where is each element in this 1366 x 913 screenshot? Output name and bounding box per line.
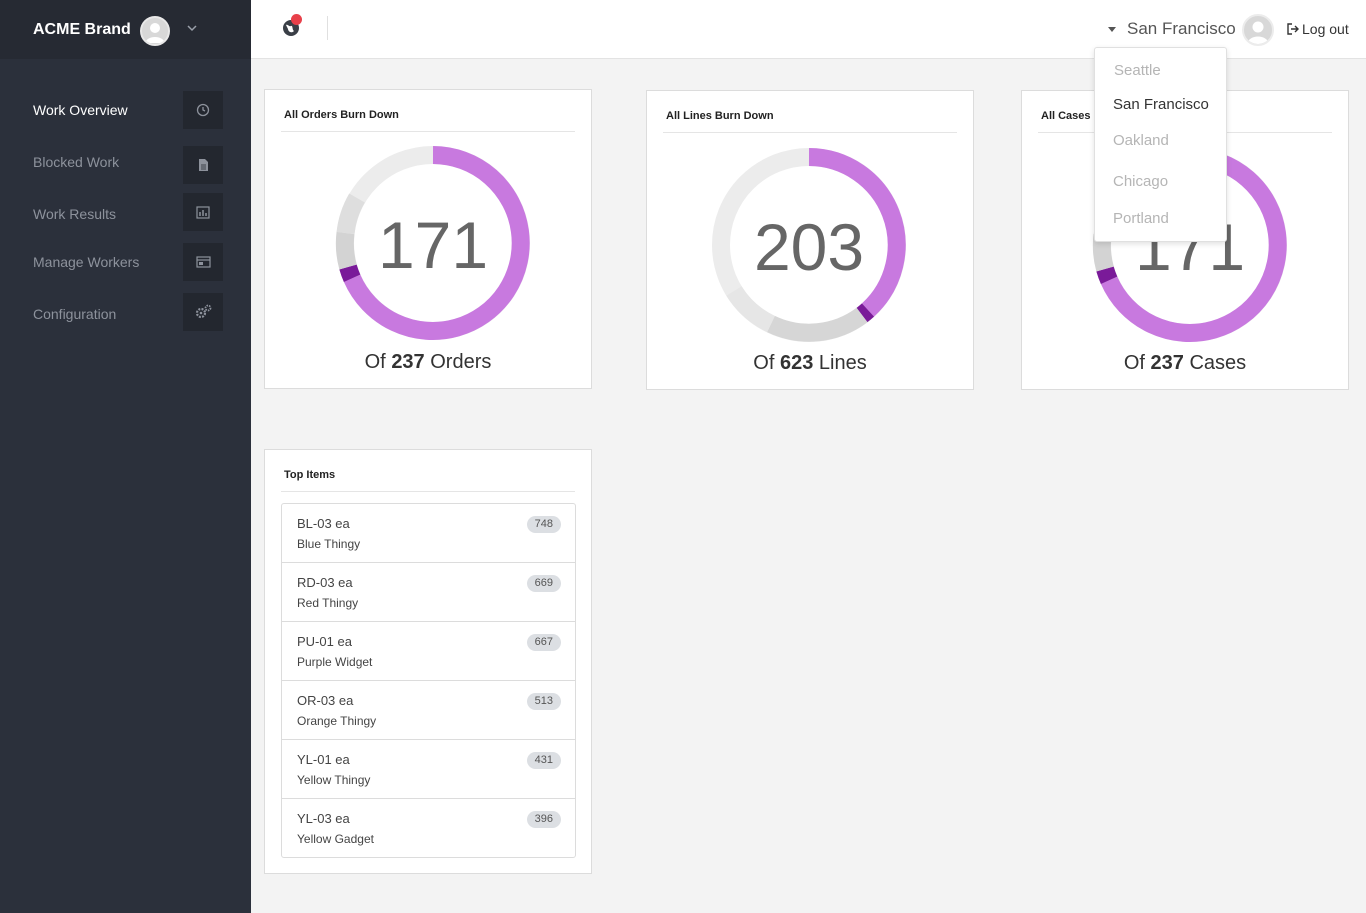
- item-name: Blue Thingy: [297, 537, 361, 551]
- item-sku: YL-03 ea: [297, 811, 350, 826]
- brand-avatar[interactable]: [140, 16, 170, 46]
- id-card-icon: [183, 243, 223, 281]
- item-name: Purple Widget: [297, 655, 373, 669]
- list-item[interactable]: BL-03 ea Blue Thingy 748: [282, 504, 575, 563]
- card-title: Top Items: [284, 469, 336, 481]
- gears-icon: [183, 293, 223, 331]
- cases-total: 237: [1150, 352, 1184, 374]
- sidebar-item-label: Work Overview: [33, 102, 128, 118]
- orders-donut-chart: [335, 146, 530, 340]
- orders-remaining: 171: [377, 208, 489, 282]
- item-name: Yellow Gadget: [297, 832, 374, 846]
- bar-chart-icon: [183, 193, 223, 231]
- item-name: Orange Thingy: [297, 714, 377, 728]
- brand-bar: ACME Brand: [0, 0, 251, 59]
- count-badge: 667: [526, 634, 561, 651]
- sidebar: ACME Brand Work Overview Blocked Work Wo…: [0, 0, 251, 913]
- location-option-chicago[interactable]: Chicago: [1113, 173, 1169, 190]
- item-name: Yellow Thingy: [297, 773, 371, 787]
- caption-unit: Lines: [818, 352, 867, 374]
- sidebar-item-label: Configuration: [33, 306, 117, 322]
- sidebar-item-manage-workers[interactable]: Manage Workers: [0, 242, 251, 282]
- item-sku: YL-01 ea: [297, 752, 350, 767]
- document-icon: [183, 146, 223, 184]
- logout-icon: [1287, 23, 1299, 35]
- caption-unit: Orders: [430, 351, 492, 373]
- orders-caption: Of 237 Orders: [265, 351, 591, 374]
- location-option-san-francisco[interactable]: San Francisco: [1113, 96, 1209, 113]
- caret-down-icon[interactable]: [1108, 27, 1116, 32]
- caption-prefix: Of: [1123, 352, 1145, 374]
- top-items-card: Top Items BL-03 ea Blue Thingy 748 RD-03…: [264, 449, 592, 874]
- orders-burndown-card: All Orders Burn Down 171 Of 237 Orders: [264, 89, 592, 389]
- divider: [663, 132, 957, 133]
- list-item[interactable]: YL-01 ea Yellow Thingy 431: [282, 740, 575, 799]
- orders-total: 237: [391, 351, 425, 373]
- card-title: All Lines Burn Down: [666, 110, 774, 122]
- sidebar-item-work-results[interactable]: Work Results: [0, 193, 251, 233]
- lines-donut-chart: [712, 148, 906, 342]
- caption-unit: Cases: [1189, 352, 1247, 374]
- card-title: All Orders Burn Down: [284, 109, 399, 121]
- count-badge: 669: [526, 575, 561, 592]
- chevron-down-icon[interactable]: [186, 22, 198, 34]
- location-selector[interactable]: San Francisco: [1127, 19, 1236, 38]
- list-item[interactable]: RD-03 ea Red Thingy 669: [282, 563, 575, 622]
- sidebar-item-blocked-work[interactable]: Blocked Work: [0, 142, 251, 184]
- count-badge: 396: [526, 811, 561, 828]
- divider: [327, 16, 328, 40]
- logout-button[interactable]: Log out: [1287, 21, 1349, 37]
- brand-name: ACME Brand: [33, 21, 131, 38]
- caption-prefix: Of: [364, 351, 386, 373]
- user-avatar[interactable]: [1242, 14, 1274, 46]
- caption-prefix: Of: [753, 352, 775, 374]
- count-badge: 748: [526, 516, 561, 533]
- cases-caption: Of 237 Cases: [1022, 352, 1348, 375]
- sidebar-item-configuration[interactable]: Configuration: [0, 293, 251, 333]
- lines-total: 623: [779, 352, 814, 374]
- sidebar-item-label: Work Results: [33, 206, 116, 222]
- list-item[interactable]: PU-01 ea Purple Widget 667: [282, 622, 575, 681]
- item-name: Red Thingy: [297, 596, 359, 610]
- count-badge: 513: [526, 693, 561, 710]
- sidebar-item-work-overview[interactable]: Work Overview: [0, 90, 251, 130]
- logout-label: Log out: [1302, 21, 1349, 37]
- location-option-portland[interactable]: Portland: [1113, 210, 1169, 227]
- clock-icon: [183, 91, 223, 129]
- location-dropdown: Seattle San Francisco Oakland Chicago Po…: [1094, 47, 1227, 242]
- count-badge: 431: [526, 752, 561, 769]
- item-sku: PU-01 ea: [297, 634, 352, 649]
- sidebar-item-label: Blocked Work: [33, 154, 120, 170]
- item-sku: OR-03 ea: [297, 693, 354, 708]
- sidebar-item-label: Manage Workers: [33, 254, 140, 270]
- top-items-list: BL-03 ea Blue Thingy 748 RD-03 ea Red Th…: [281, 503, 576, 858]
- lines-caption: Of 623 Lines: [647, 352, 973, 375]
- notification-badge[interactable]: [291, 14, 302, 25]
- lines-burndown-card: All Lines Burn Down 203 Of 623 Lines: [646, 90, 974, 390]
- divider: [281, 491, 575, 492]
- item-sku: BL-03 ea: [297, 516, 350, 531]
- location-option-seattle[interactable]: Seattle: [1114, 62, 1161, 79]
- lines-remaining: 203: [753, 210, 865, 284]
- item-sku: RD-03 ea: [297, 575, 353, 590]
- divider: [281, 131, 575, 132]
- list-item[interactable]: OR-03 ea Orange Thingy 513: [282, 681, 575, 740]
- location-option-oakland[interactable]: Oakland: [1113, 132, 1169, 149]
- top-bar: San Francisco Log out: [251, 0, 1366, 59]
- list-item[interactable]: YL-03 ea Yellow Gadget 396: [282, 799, 575, 857]
